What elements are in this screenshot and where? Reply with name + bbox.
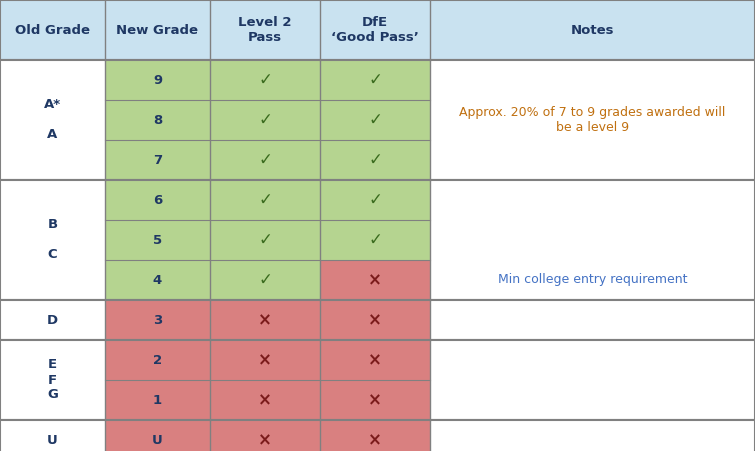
Text: ✓: ✓ [258,151,272,169]
Text: U: U [152,433,163,446]
Bar [105,60,210,100]
Bar [430,180,755,300]
Text: D: D [47,313,58,327]
Bar [0,180,105,300]
Text: ×: × [368,431,382,449]
Text: 3: 3 [153,313,162,327]
Text: A*

A: A* A [44,98,61,142]
Text: ×: × [368,391,382,409]
Text: ✓: ✓ [368,151,382,169]
Text: ×: × [258,351,272,369]
Bar [0,180,755,300]
Bar [210,300,320,340]
Bar [105,300,210,340]
Bar [210,100,320,140]
Bar [210,60,320,100]
Bar [0,420,105,451]
Bar [0,340,755,420]
Text: 4: 4 [153,273,162,286]
Bar [0,420,755,451]
Bar [320,100,430,140]
Text: ✓: ✓ [368,111,382,129]
Text: B

C: B C [48,218,57,262]
Text: ✓: ✓ [258,271,272,289]
Text: ×: × [258,311,272,329]
Text: 6: 6 [153,193,162,207]
Bar [0,0,755,60]
Text: New Grade: New Grade [116,23,199,37]
Bar [105,260,210,300]
Bar [210,340,320,380]
Text: ✓: ✓ [368,71,382,89]
Text: Min college entry requirement: Min college entry requirement [498,273,687,286]
Bar [210,420,320,451]
Bar [320,340,430,380]
Text: ✓: ✓ [368,191,382,209]
Bar [320,60,430,100]
Bar [430,420,755,451]
Bar [105,220,210,260]
Bar [0,60,105,180]
Text: 5: 5 [153,234,162,247]
Text: 8: 8 [153,114,162,126]
Bar [210,180,320,220]
Bar [0,340,105,420]
Bar [320,220,430,260]
Text: ×: × [368,311,382,329]
Bar [0,300,755,340]
Bar [320,420,430,451]
Text: 7: 7 [153,153,162,166]
Text: E
F
G: E F G [47,359,58,401]
Text: ×: × [258,391,272,409]
Bar [320,180,430,220]
Text: ×: × [368,271,382,289]
Bar [210,260,320,300]
Text: Old Grade: Old Grade [15,23,90,37]
Text: U: U [47,433,58,446]
Text: ✓: ✓ [258,231,272,249]
Bar [210,220,320,260]
Bar [0,300,105,340]
Bar [105,420,210,451]
Bar [430,340,755,420]
Text: Level 2
Pass: Level 2 Pass [239,16,291,44]
Text: 1: 1 [153,394,162,406]
Bar [105,140,210,180]
Bar [105,100,210,140]
Bar [430,300,755,340]
Bar [105,180,210,220]
Text: ✓: ✓ [258,191,272,209]
Bar [320,260,430,300]
Text: ✓: ✓ [258,71,272,89]
Bar [0,0,755,60]
Bar [320,140,430,180]
Bar [210,380,320,420]
Bar [105,340,210,380]
Bar [430,60,755,180]
Text: ✓: ✓ [368,231,382,249]
Text: Approx. 20% of 7 to 9 grades awarded will
be a level 9: Approx. 20% of 7 to 9 grades awarded wil… [459,106,726,134]
Text: ×: × [258,431,272,449]
Text: 2: 2 [153,354,162,367]
Text: ×: × [368,351,382,369]
Bar [105,380,210,420]
Text: ✓: ✓ [258,111,272,129]
Bar [320,380,430,420]
Bar [0,60,755,180]
Text: Notes: Notes [571,23,615,37]
Bar [210,140,320,180]
Bar [320,300,430,340]
Text: DfE
‘Good Pass’: DfE ‘Good Pass’ [331,16,419,44]
Text: 9: 9 [153,74,162,87]
